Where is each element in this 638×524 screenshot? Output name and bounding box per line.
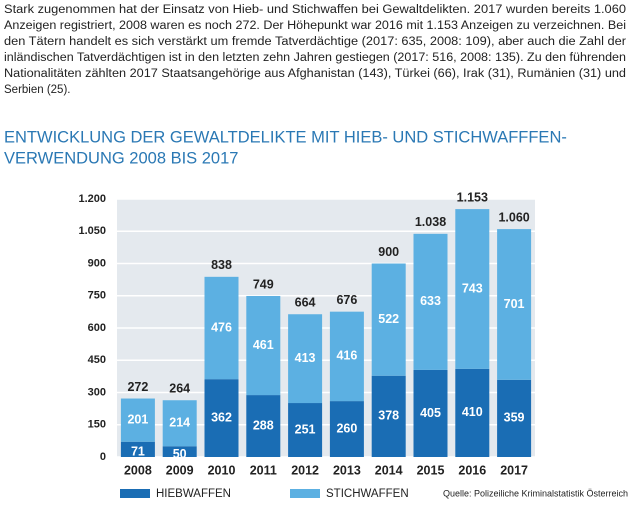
value-label: 378 [378,409,399,423]
legend-label: STICHWAFFEN [326,488,409,500]
bar-segment [162,446,197,457]
x-tick-label: 2013 [333,463,361,477]
bar-segment [329,311,364,402]
bar-segment [455,209,490,369]
total-label: 1.060 [498,210,529,224]
bar-segment [497,229,532,380]
value-label: 50 [173,447,187,461]
y-tick-label: 900 [88,257,106,269]
bar-segment [497,379,532,457]
intro-line: den Tätern handelt es sich verstärkt um … [4,36,626,48]
bar-segment [120,441,155,457]
bar-segment [246,295,281,396]
y-tick-label: 150 [88,419,106,431]
bar-segment [204,379,239,457]
x-tick-label: 2017 [500,463,528,477]
bar-segment [162,400,197,447]
bar-segment [371,263,406,376]
y-tick-label: 1.200 [78,193,106,205]
value-label: 201 [127,412,148,426]
total-label: 1.038 [415,215,446,229]
chart-title: VERWENDUNG 2008 BIS 2017 [4,149,238,167]
total-label: 1.153 [457,190,488,204]
value-label: 522 [378,312,399,326]
total-label: 272 [127,380,148,394]
x-tick-label: 2012 [291,463,319,477]
value-label: 405 [420,406,441,420]
bar-segment [246,395,281,457]
value-label: 71 [131,445,145,459]
chart-title: ENTWICKLUNG DER GEWALTDELIKTE MIT HIEB- … [4,128,567,146]
value-label: 413 [295,351,316,365]
total-label: 900 [378,245,399,259]
value-label: 288 [253,418,274,432]
value-label: 743 [462,281,483,295]
value-label: 251 [295,422,316,436]
x-tick-label: 2011 [250,463,277,477]
bar-segment [288,403,323,457]
total-label: 264 [169,382,190,396]
bar-segment [371,375,406,457]
source: Quelle: Polizeiliche Kriminalstatistik Ö… [443,488,628,498]
value-label: 359 [504,411,525,425]
x-tick-label: 2010 [208,463,236,477]
intro-line: Stark zugenommen hat der Einsatz von Hie… [4,4,626,16]
total-label: 749 [253,277,274,291]
bar-segment [204,276,239,380]
intro-line: inländischen Tatverdächtigen ist in den … [4,52,626,64]
value-label: 410 [462,405,483,419]
legend-swatch [290,489,320,498]
y-tick-label: 0 [100,451,106,463]
total-label: 838 [211,258,232,272]
bar-segment [455,368,490,457]
x-tick-label: 2014 [375,463,403,477]
x-tick-label: 2009 [166,463,194,477]
bar-segment [413,233,448,370]
y-tick-label: 450 [88,354,106,366]
x-tick-label: 2015 [417,463,445,477]
total-label: 676 [336,293,357,307]
bar-segment [413,369,448,457]
value-label: 260 [336,421,357,435]
value-label: 416 [336,349,357,363]
x-tick-label: 2008 [124,463,152,477]
intro-line: Serbien (25). [4,84,70,96]
y-tick-label: 750 [88,290,106,302]
value-label: 362 [211,410,232,424]
intro-line: Nationalitäten zählten 2017 Staatsangehö… [4,68,626,80]
bar-segment [329,401,364,457]
value-label: 461 [253,338,274,352]
value-label: 701 [504,297,525,311]
bar-segment [288,314,323,404]
legend-label: HIEBWAFFEN [156,488,231,500]
value-label: 476 [211,320,232,334]
bar-segment [120,398,155,442]
value-label: 633 [420,294,441,308]
x-tick-label: 2016 [458,463,486,477]
total-label: 664 [295,296,316,310]
value-label: 214 [169,416,190,430]
legend-swatch [120,489,150,498]
y-tick-label: 1.050 [78,225,106,237]
y-tick-label: 300 [88,386,106,398]
y-tick-label: 600 [88,322,106,334]
intro-line: Anzeigen registriert, 2008 waren es noch… [4,20,626,32]
